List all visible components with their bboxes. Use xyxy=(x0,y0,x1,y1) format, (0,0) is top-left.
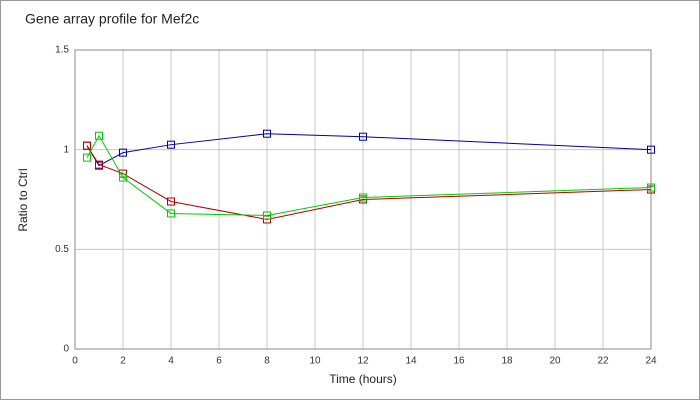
point-marker xyxy=(167,140,175,149)
point-marker xyxy=(263,211,271,220)
x-tick-label: 16 xyxy=(453,356,465,367)
chart-title: Gene array profile for Mef2c xyxy=(25,11,199,27)
point-marker xyxy=(83,153,91,162)
x-tick-label: 24 xyxy=(645,356,657,367)
y-tick-label: 0.5 xyxy=(55,244,69,255)
series-line xyxy=(86,145,652,220)
plot-border xyxy=(74,49,652,350)
point-marker xyxy=(95,160,103,169)
y-tick-label: 1 xyxy=(63,144,69,155)
point-marker xyxy=(263,129,271,138)
point-marker xyxy=(647,183,655,192)
y-axis-label: Ratio to Ctrl xyxy=(16,168,30,231)
x-tick-label: 6 xyxy=(216,356,222,367)
x-tick-label: 8 xyxy=(264,356,270,367)
point-marker xyxy=(83,141,91,150)
x-tick-label: 18 xyxy=(501,356,513,367)
x-tick-label: 20 xyxy=(549,356,561,367)
x-tick-label: 10 xyxy=(309,356,321,367)
marks xyxy=(83,129,655,224)
x-tick-label: 2 xyxy=(120,356,126,367)
point-marker xyxy=(119,148,127,157)
point-marker xyxy=(167,197,175,206)
x-tick-label: 12 xyxy=(357,356,369,367)
point-marker xyxy=(647,145,655,154)
point-marker xyxy=(95,131,103,140)
point-marker xyxy=(359,193,367,202)
x-tick-label: 22 xyxy=(597,356,609,367)
x-tick-label: 0 xyxy=(72,356,78,367)
x-axis-label: Time (hours) xyxy=(329,372,397,386)
y-tick-label: 0 xyxy=(63,344,69,355)
series-line xyxy=(86,134,652,216)
x-tick-label: 4 xyxy=(168,356,174,367)
point-marker xyxy=(359,132,367,141)
point-marker xyxy=(167,209,175,218)
y-tick-label: 1.5 xyxy=(55,45,69,56)
point-marker xyxy=(119,173,127,182)
x-tick-label: 14 xyxy=(405,356,417,367)
series-line xyxy=(86,133,652,167)
